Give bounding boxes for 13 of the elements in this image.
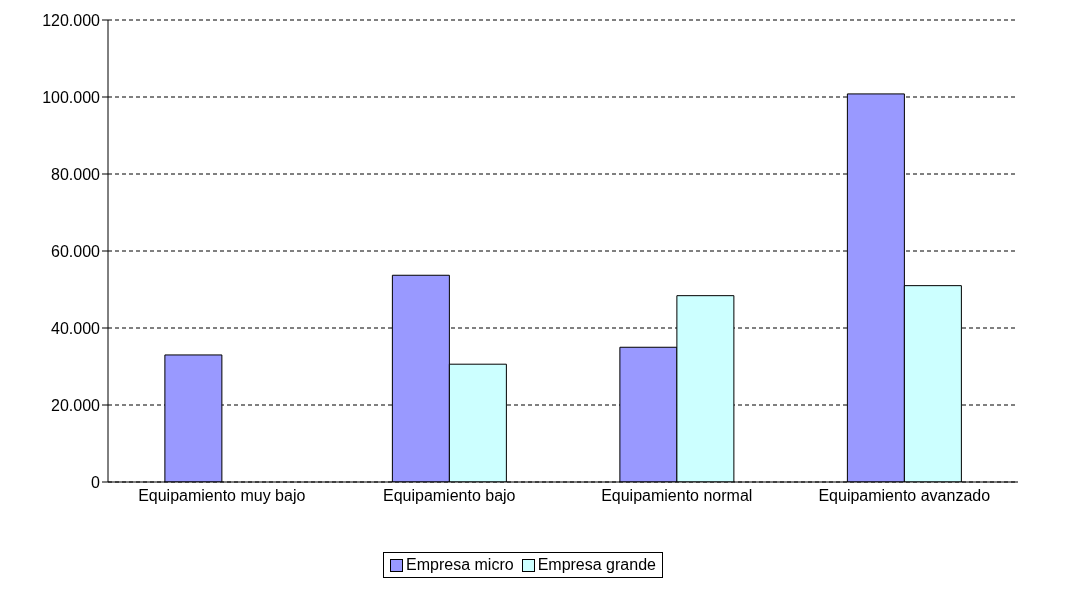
- x-tick-label: Equipamiento bajo: [382, 487, 516, 505]
- y-tick-label: 60.000: [51, 242, 101, 260]
- legend-label: Empresa grande: [536, 556, 656, 574]
- y-tick-label: 0: [91, 473, 101, 491]
- y-tick-label: 80.000: [51, 165, 101, 183]
- y-tick-label: 40.000: [51, 319, 101, 337]
- y-tick-label: 100.000: [42, 88, 101, 106]
- x-tick-label: Equipamiento muy bajo: [138, 487, 306, 505]
- legend-label: Empresa micro: [405, 556, 514, 574]
- x-tick-label: Equipamiento normal: [601, 487, 753, 505]
- x-tick-label: Equipamiento avanzado: [818, 487, 991, 505]
- y-tick-label: 20.000: [51, 396, 101, 414]
- y-tick-label: 120.000: [42, 11, 101, 29]
